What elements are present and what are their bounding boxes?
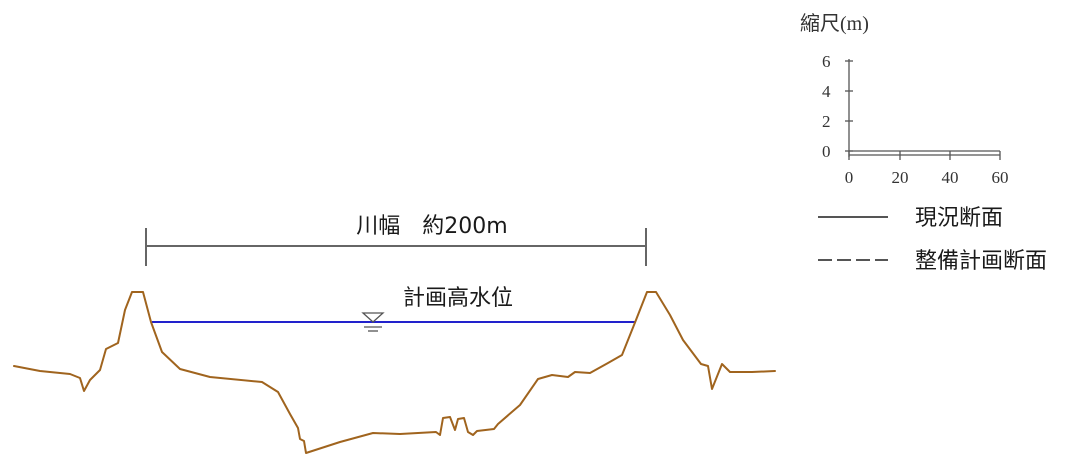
scale-bar: 縮尺(m) 6 4 2 0 0 20 40 60 — [800, 12, 1009, 187]
scale-y-tick-label: 4 — [822, 82, 831, 101]
water-level-triangle-icon — [361, 312, 385, 323]
water-level-label: 計画高水位 — [403, 286, 513, 311]
scale-x-tick-label: 60 — [992, 168, 1009, 187]
scale-y-tick-label: 0 — [822, 142, 831, 161]
scale-y-tick-labels: 6 4 2 0 — [822, 52, 831, 161]
existing-ground-profile — [13, 291, 776, 454]
river-width-dimension — [145, 228, 647, 266]
scale-y-tick-label: 2 — [822, 112, 831, 131]
water-level-symbol — [361, 312, 385, 332]
legend-label: 現況断面 — [915, 206, 1003, 231]
scale-title: 縮尺(m) — [800, 12, 869, 35]
river-width-label: 川幅 約200m — [356, 214, 507, 239]
legend-item-planned-section: 整備計画断面 — [818, 249, 1047, 274]
legend-item-existing-section: 現況断面 — [818, 206, 1003, 231]
scale-x-tick-label: 0 — [845, 168, 854, 187]
scale-x-tick-label: 40 — [942, 168, 959, 187]
legend-label: 整備計画断面 — [915, 249, 1047, 274]
legend: 現況断面 整備計画断面 — [818, 206, 1047, 274]
scale-axes — [845, 59, 1001, 160]
scale-x-tick-label: 20 — [892, 168, 909, 187]
scale-y-tick-label: 6 — [822, 52, 831, 71]
scale-x-tick-labels: 0 20 40 60 — [845, 168, 1009, 187]
